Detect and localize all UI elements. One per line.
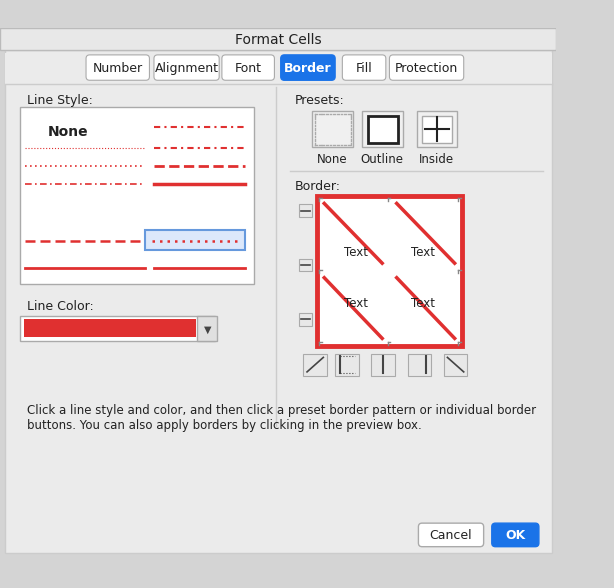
Bar xyxy=(444,354,467,376)
Text: Outline: Outline xyxy=(360,152,403,166)
Bar xyxy=(417,111,457,147)
FancyBboxPatch shape xyxy=(222,55,274,80)
Text: Border:: Border: xyxy=(294,180,340,193)
Bar xyxy=(313,111,353,147)
FancyBboxPatch shape xyxy=(418,523,484,547)
FancyBboxPatch shape xyxy=(154,55,219,80)
Bar xyxy=(408,354,431,376)
FancyBboxPatch shape xyxy=(492,523,539,547)
Text: Text: Text xyxy=(344,246,368,259)
Bar xyxy=(335,354,359,376)
Text: None: None xyxy=(317,152,348,166)
FancyBboxPatch shape xyxy=(343,55,386,80)
Text: Text: Text xyxy=(411,246,435,259)
Text: Fill: Fill xyxy=(356,62,373,75)
Bar xyxy=(422,116,452,143)
Text: OK: OK xyxy=(505,529,526,542)
Bar xyxy=(299,313,311,326)
Text: Font: Font xyxy=(235,62,262,75)
Bar xyxy=(0,28,556,51)
Bar xyxy=(20,108,254,284)
Text: ▼: ▼ xyxy=(204,325,211,335)
Text: None: None xyxy=(48,125,88,139)
FancyBboxPatch shape xyxy=(281,55,335,80)
Text: Text: Text xyxy=(411,298,435,310)
Bar xyxy=(362,111,403,147)
Bar xyxy=(317,196,462,346)
Text: Alignment: Alignment xyxy=(155,62,219,75)
FancyBboxPatch shape xyxy=(389,55,464,80)
Bar xyxy=(299,205,311,217)
Text: Number: Number xyxy=(93,62,143,75)
Bar xyxy=(371,354,395,376)
Text: Text: Text xyxy=(344,298,368,310)
Bar xyxy=(303,354,327,376)
Text: Line Color:: Line Color: xyxy=(27,300,94,313)
Bar xyxy=(299,259,311,271)
Text: Border: Border xyxy=(284,62,332,75)
Text: Cancel: Cancel xyxy=(430,529,472,542)
Text: Presets:: Presets: xyxy=(294,93,344,106)
Bar xyxy=(368,116,398,143)
FancyBboxPatch shape xyxy=(86,55,149,80)
Text: Protection: Protection xyxy=(395,62,458,75)
Bar xyxy=(198,316,217,341)
Text: Click a line style and color, and then click a preset border pattern or individu: Click a line style and color, and then c… xyxy=(27,403,536,432)
Bar xyxy=(145,230,244,250)
Text: Line Style:: Line Style: xyxy=(27,93,93,106)
Bar xyxy=(4,53,551,85)
Text: Inside: Inside xyxy=(419,152,454,166)
Text: Format Cells: Format Cells xyxy=(235,34,321,48)
Bar xyxy=(23,319,196,338)
Bar xyxy=(20,316,215,341)
